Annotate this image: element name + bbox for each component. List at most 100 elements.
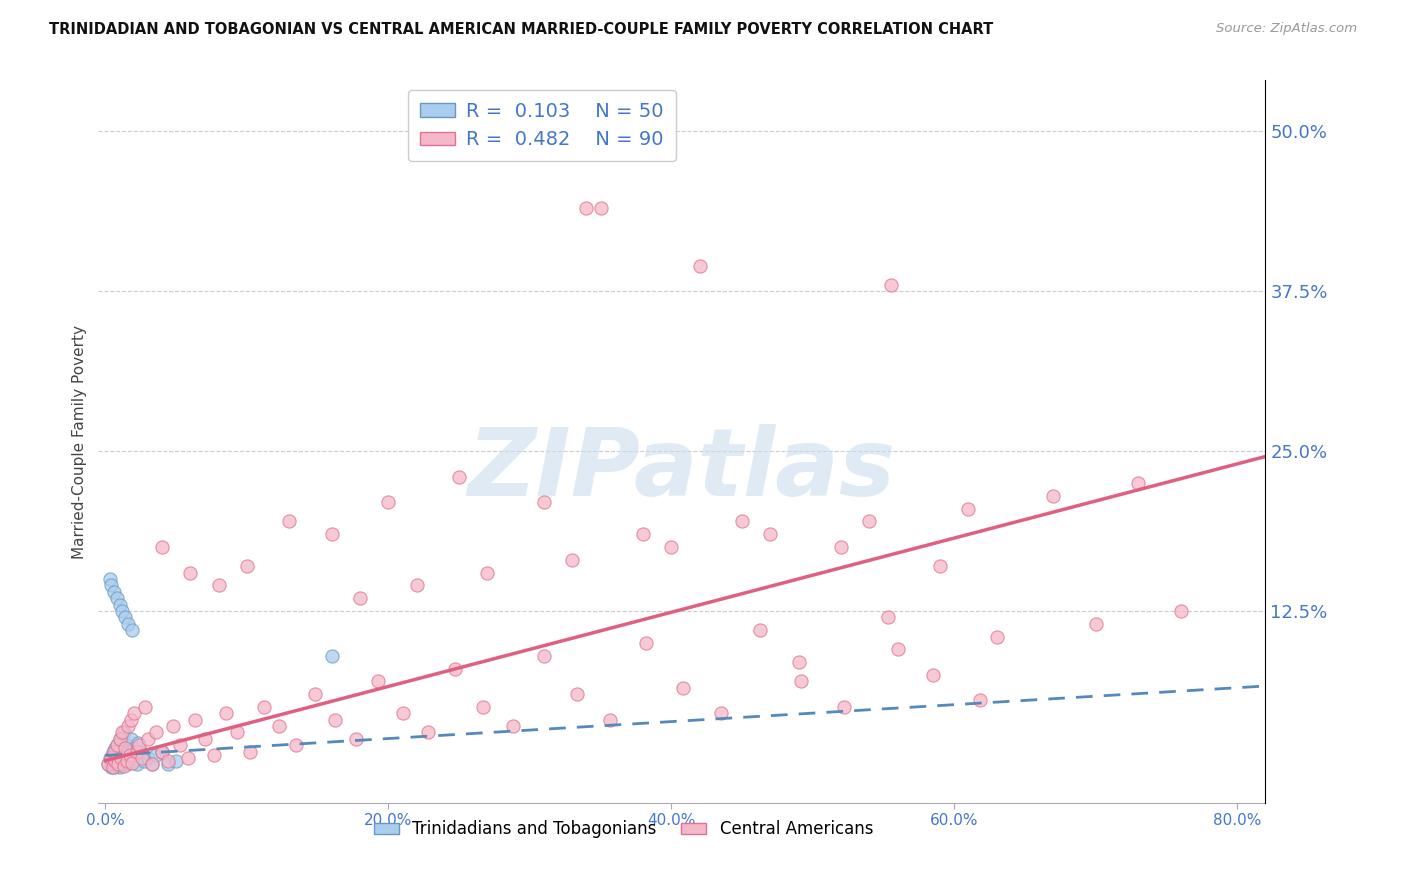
Point — [1126, 476, 1149, 491]
Point — [957, 501, 980, 516]
Point — [150, 540, 173, 554]
Point — [111, 757, 134, 772]
Point — [105, 758, 128, 772]
Point — [117, 616, 139, 631]
Point — [121, 623, 143, 637]
Point — [858, 515, 880, 529]
Point — [145, 725, 167, 739]
Point — [922, 668, 945, 682]
Point — [226, 725, 249, 739]
Point — [969, 693, 991, 707]
Point — [108, 760, 131, 774]
Point — [110, 751, 132, 765]
Point — [344, 731, 367, 746]
Point — [118, 751, 141, 765]
Legend: Trinidadians and Tobagonians, Central Americans: Trinidadians and Tobagonians, Central Am… — [367, 814, 880, 845]
Point — [253, 699, 276, 714]
Point — [986, 630, 1008, 644]
Point — [101, 745, 124, 759]
Point — [472, 699, 495, 714]
Point — [1042, 489, 1064, 503]
Point — [150, 745, 173, 759]
Point — [193, 731, 215, 746]
Point — [589, 201, 612, 215]
Point — [125, 757, 148, 772]
Point — [269, 719, 291, 733]
Point — [502, 719, 524, 733]
Point — [367, 674, 389, 689]
Point — [208, 578, 231, 592]
Text: ZIPatlas: ZIPatlas — [468, 425, 896, 516]
Point — [104, 756, 127, 771]
Point — [122, 740, 145, 755]
Point — [575, 201, 598, 215]
Point — [830, 540, 852, 554]
Point — [103, 748, 125, 763]
Point — [97, 757, 120, 772]
Point — [787, 655, 810, 669]
Point — [136, 731, 159, 746]
Point — [832, 699, 855, 714]
Point — [689, 259, 711, 273]
Point — [749, 623, 772, 637]
Point — [114, 740, 136, 755]
Point — [879, 277, 901, 292]
Y-axis label: Married-Couple Family Poverty: Married-Couple Family Poverty — [72, 325, 87, 558]
Point — [1170, 604, 1192, 618]
Point — [101, 760, 124, 774]
Point — [790, 674, 813, 689]
Point — [129, 745, 152, 759]
Point — [533, 495, 555, 509]
Point — [145, 748, 167, 763]
Point — [141, 757, 163, 772]
Point — [565, 687, 588, 701]
Point — [115, 738, 138, 752]
Point — [103, 745, 125, 759]
Point — [391, 706, 413, 721]
Point — [304, 687, 326, 701]
Point — [108, 731, 131, 746]
Point — [176, 751, 198, 765]
Point — [127, 736, 149, 750]
Point — [108, 731, 131, 746]
Point — [162, 719, 184, 733]
Point — [108, 598, 131, 612]
Point — [111, 725, 134, 739]
Point — [561, 553, 583, 567]
Point — [876, 610, 898, 624]
Point — [141, 757, 163, 772]
Point — [100, 578, 122, 592]
Point — [150, 745, 173, 759]
Point — [121, 754, 143, 768]
Point — [121, 756, 143, 771]
Point — [416, 725, 439, 739]
Point — [477, 566, 499, 580]
Point — [120, 731, 142, 746]
Point — [111, 736, 134, 750]
Point — [631, 527, 654, 541]
Point — [117, 719, 139, 733]
Point — [136, 751, 159, 765]
Point — [165, 754, 187, 768]
Point — [449, 469, 471, 483]
Point — [98, 751, 121, 765]
Point — [98, 572, 121, 586]
Point — [672, 681, 695, 695]
Point — [886, 642, 908, 657]
Point — [278, 515, 301, 529]
Point — [115, 754, 138, 768]
Point — [349, 591, 371, 606]
Point — [321, 648, 343, 663]
Point — [323, 713, 346, 727]
Point — [156, 754, 179, 768]
Point — [444, 661, 467, 675]
Point — [1084, 616, 1107, 631]
Point — [115, 757, 138, 772]
Point — [236, 559, 259, 574]
Point — [659, 540, 682, 554]
Point — [120, 713, 142, 727]
Point — [105, 738, 128, 752]
Point — [285, 738, 308, 752]
Point — [759, 527, 782, 541]
Point — [156, 757, 179, 772]
